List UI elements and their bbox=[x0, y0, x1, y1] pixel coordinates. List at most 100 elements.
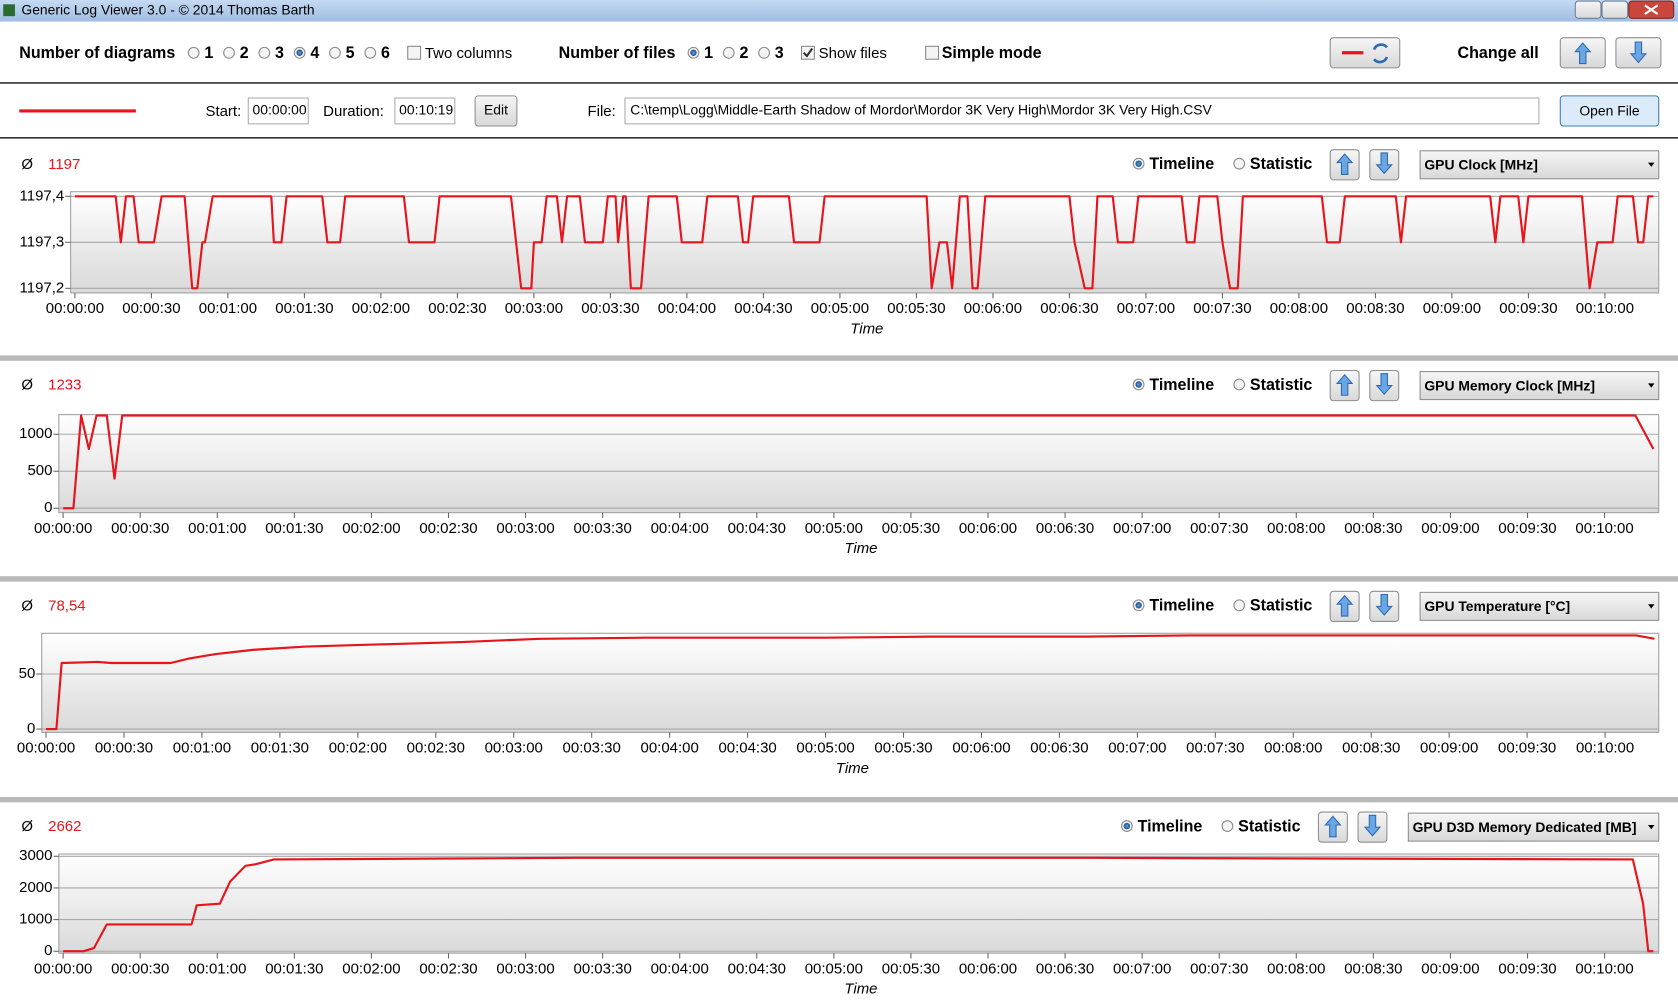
average-value: 78,54 bbox=[48, 597, 85, 614]
label: Duration: bbox=[323, 103, 384, 120]
radio-button[interactable] bbox=[722, 46, 735, 59]
label: Two columns bbox=[425, 45, 512, 62]
sensor-name: GPU Clock [MHz] bbox=[1424, 157, 1537, 173]
x-tick-label: 00:04:30 bbox=[728, 960, 786, 977]
y-tick-label: 1197,3 bbox=[20, 233, 65, 250]
x-tick-label: 00:08:30 bbox=[1342, 739, 1400, 756]
x-tick-label: 00:05:30 bbox=[882, 960, 940, 977]
sensor-dropdown[interactable] bbox=[1419, 591, 1660, 621]
label: C:\temp\Logg\Middle-Earth Shadow of Mord… bbox=[630, 102, 1212, 118]
up-arrow bbox=[1335, 594, 1354, 617]
plot-area bbox=[41, 632, 1660, 733]
label: Statistic bbox=[1250, 155, 1312, 173]
radio-button[interactable] bbox=[1233, 378, 1246, 391]
label: 6 bbox=[381, 44, 390, 62]
x-tick-label: 00:10:00 bbox=[1576, 300, 1634, 317]
open-file-button[interactable] bbox=[1559, 95, 1660, 127]
sensor-name: GPU Memory Clock [MHz] bbox=[1424, 377, 1595, 393]
x-tick-label: 00:07:30 bbox=[1190, 520, 1248, 537]
x-tick-label: 00:00:30 bbox=[111, 960, 169, 977]
x-tick-label: 00:01:30 bbox=[251, 739, 309, 756]
x-tick-label: 00:08:00 bbox=[1264, 739, 1322, 756]
label: Timeline bbox=[1149, 376, 1214, 394]
radio-button[interactable] bbox=[364, 46, 377, 59]
y-tick-label: 0 bbox=[44, 499, 52, 516]
x-tick-label: 00:03:00 bbox=[505, 300, 563, 317]
radio-dot bbox=[1135, 602, 1142, 609]
x-tick-label: 00:08:00 bbox=[1270, 300, 1328, 317]
label: Open File bbox=[1579, 103, 1639, 119]
radio-button[interactable] bbox=[329, 46, 341, 59]
x-tick-label: 00:09:30 bbox=[1498, 739, 1556, 756]
x-tick-label: 00:05:00 bbox=[805, 520, 863, 537]
x-tick-label: 00:00:00 bbox=[34, 960, 92, 977]
x-tick-label: 00:01:30 bbox=[275, 300, 333, 317]
x-tick-label: 00:00:30 bbox=[95, 739, 153, 756]
data-line bbox=[74, 195, 1654, 290]
checkbox[interactable] bbox=[407, 45, 422, 60]
panel-separator bbox=[0, 796, 1678, 803]
y-tick-label: 50 bbox=[19, 665, 36, 682]
maximize-button[interactable] bbox=[1601, 0, 1629, 19]
label: 00:00:00 bbox=[253, 102, 307, 118]
radio-button[interactable] bbox=[223, 46, 235, 59]
x-tick-label: 00:08:30 bbox=[1344, 520, 1402, 537]
x-tick-label: 00:06:00 bbox=[964, 300, 1022, 317]
x-tick-label: 00:09:00 bbox=[1421, 960, 1479, 977]
average-value: 1233 bbox=[48, 377, 81, 394]
file-input[interactable] bbox=[624, 97, 1540, 125]
x-tick-label: 00:02:00 bbox=[342, 520, 400, 537]
color-button[interactable] bbox=[1329, 37, 1401, 69]
x-tick-label: 00:07:30 bbox=[1186, 739, 1244, 756]
minimize-button[interactable] bbox=[1574, 0, 1602, 19]
up-arrow bbox=[1574, 42, 1592, 65]
x-tick-label: 00:09:00 bbox=[1423, 300, 1481, 317]
x-tick-label: 00:01:00 bbox=[188, 520, 246, 537]
radio-button[interactable] bbox=[758, 46, 770, 59]
x-tick-label: 00:02:00 bbox=[352, 300, 410, 317]
y-tick-label: 0 bbox=[27, 720, 35, 737]
radio-button[interactable] bbox=[258, 46, 271, 59]
sensor-dropdown[interactable] bbox=[1419, 371, 1660, 401]
sensor-dropdown[interactable] bbox=[1407, 812, 1660, 842]
x-tick-label: 00:04:00 bbox=[651, 960, 709, 977]
label: Statistic bbox=[1250, 376, 1312, 394]
down-arrow bbox=[1629, 41, 1648, 64]
x-tick-label: 00:09:30 bbox=[1498, 520, 1556, 537]
label: Number of diagrams bbox=[19, 44, 175, 62]
x-tick-label: 00:00:30 bbox=[122, 300, 180, 317]
start-input[interactable] bbox=[247, 97, 309, 125]
x-axis-label: Time bbox=[844, 981, 877, 998]
x-tick-label: 00:07:00 bbox=[1113, 960, 1171, 977]
x-tick-label: 00:04:00 bbox=[658, 300, 716, 317]
sensor-dropdown[interactable] bbox=[1419, 150, 1660, 180]
duration-input[interactable] bbox=[394, 97, 456, 125]
title-bar bbox=[0, 0, 1678, 22]
label: Timeline bbox=[1149, 155, 1214, 173]
x-tick-label: 00:07:00 bbox=[1117, 300, 1175, 317]
x-tick-label: 00:02:00 bbox=[329, 739, 387, 756]
x-tick-label: 00:07:30 bbox=[1193, 300, 1251, 317]
label: 3 bbox=[775, 44, 784, 62]
edit-button[interactable] bbox=[474, 95, 518, 127]
radio-button[interactable] bbox=[1233, 157, 1246, 170]
radio-button[interactable] bbox=[187, 46, 200, 59]
x-tick-label: 00:01:00 bbox=[188, 960, 246, 977]
radio-dot bbox=[1123, 822, 1131, 830]
label: Change all bbox=[1458, 44, 1539, 62]
x-tick-label: 00:03:00 bbox=[485, 739, 543, 756]
x-tick-label: 00:07:00 bbox=[1108, 739, 1166, 756]
checkbox[interactable] bbox=[925, 45, 940, 60]
y-tick-label: 1000 bbox=[19, 425, 52, 442]
x-tick-label: 00:10:00 bbox=[1575, 520, 1633, 537]
up-arrow bbox=[1324, 815, 1342, 838]
radio-button[interactable] bbox=[1233, 599, 1246, 612]
label: 1 bbox=[704, 44, 713, 62]
radio-button[interactable] bbox=[1221, 820, 1234, 832]
average-symbol: Ø bbox=[21, 377, 33, 394]
average-symbol: Ø bbox=[21, 156, 33, 173]
x-tick-label: 00:03:30 bbox=[563, 739, 621, 756]
label: 00:10:19 bbox=[399, 102, 453, 118]
